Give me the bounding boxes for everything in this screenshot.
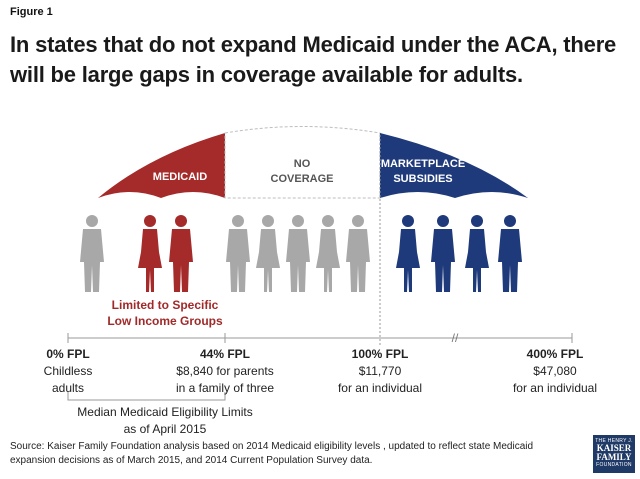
umbrella-marketplace-line1: MARKETPLACE	[381, 158, 465, 170]
fpl-100-line3: for an individual	[337, 381, 423, 395]
fpl-marker-100: 100% FPL $11,770 for an individual	[325, 346, 435, 397]
fpl-0-line2: Childless	[43, 364, 93, 378]
person-icon	[498, 215, 522, 292]
kff-logo: THE HENRY J. KAISER FAMILY FOUNDATION	[593, 435, 635, 473]
fpl-marker-44: 44% FPL $8,840 for parents in a family o…	[155, 346, 295, 397]
figure-label: Figure 1	[10, 6, 53, 18]
fpl-400-line1: 400% FPL	[526, 347, 584, 361]
person-icon	[316, 215, 340, 292]
fpl-marker-0: 0% FPL Childless adults	[32, 346, 104, 397]
logo-line2: KAISER	[596, 443, 632, 453]
page-title: In states that do not expand Medicaid un…	[10, 32, 617, 87]
fpl-400-line3: for an individual	[512, 381, 598, 395]
person-icon	[226, 215, 250, 292]
logo-line3: FAMILY	[596, 452, 632, 462]
limited-line2: Low Income Groups	[107, 314, 223, 328]
umbrella-marketplace-line2: SUBSIDIES	[393, 173, 452, 185]
limited-groups-note: Limited to Specific Low Income Groups	[90, 297, 240, 329]
fpl-400-line2: $47,080	[533, 364, 577, 378]
person-icon	[80, 215, 104, 292]
person-icon	[396, 215, 420, 292]
umbrella-medicaid-segment	[98, 133, 225, 198]
person-icon	[346, 215, 370, 292]
umbrella-no-coverage-line1: NO	[294, 158, 311, 170]
fpl-0-line3: adults	[51, 381, 85, 395]
source-note: Source: Kaiser Family Foundation analysi…	[10, 441, 534, 466]
fpl-0-line1: 0% FPL	[46, 347, 90, 361]
logo-line4: FOUNDATION	[596, 462, 632, 468]
fpl-100-line2: $11,770	[358, 364, 402, 378]
person-icon	[138, 215, 162, 292]
person-icon	[465, 215, 489, 292]
person-icon	[286, 215, 310, 292]
person-icon	[169, 215, 193, 292]
median-line2: as of April 2015	[123, 422, 207, 436]
fpl-44-line3: in a family of three	[175, 381, 275, 395]
logo-line1: THE HENRY J.	[595, 438, 633, 444]
median-line1: Median Medicaid Eligibility Limits	[77, 405, 253, 419]
fpl-marker-400: 400% FPL $47,080 for an individual	[495, 346, 615, 397]
umbrella-scallops	[98, 192, 225, 198]
median-bracket	[67, 392, 226, 401]
umbrella-medicaid-label: MEDICAID	[153, 171, 207, 183]
fpl-44-line1: 44% FPL	[199, 347, 250, 361]
median-eligibility-label: Median Medicaid Eligibility Limits as of…	[55, 404, 275, 438]
person-icon	[431, 215, 455, 292]
people-group	[80, 215, 522, 292]
fpl-100-line1: 100% FPL	[351, 347, 409, 361]
umbrella-no-coverage-line2: COVERAGE	[271, 173, 334, 185]
person-icon	[256, 215, 280, 292]
limited-line1: Limited to Specific	[111, 298, 219, 312]
axis-break-mark: //	[452, 331, 459, 345]
fpl-44-line2: $8,840 for parents	[176, 364, 274, 378]
umbrella-marketplace-segment	[380, 133, 528, 198]
umbrella-scallops-right	[380, 192, 528, 198]
